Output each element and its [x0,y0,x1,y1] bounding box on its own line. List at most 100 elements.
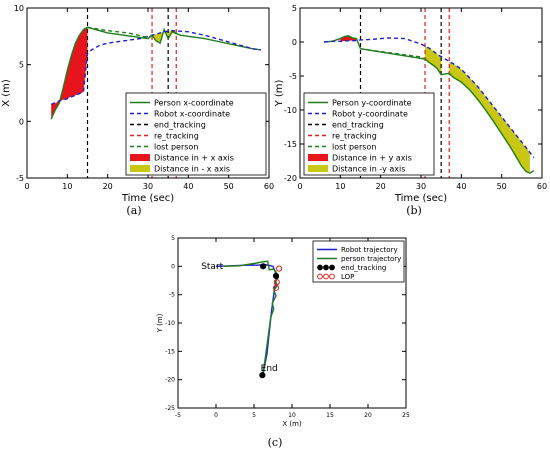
panel-caption: (b) [406,204,422,217]
legend-label: Robot y-coordinate [332,110,408,119]
x-axis-label: Time (sec) [394,193,447,204]
chart-panel-2: 0 10 20 30 40 50 60 -20 -15 -10 -5 0 5 Time (sec) Y (m… [274,4,547,217]
x-tick-label: 10 [62,182,72,191]
x-axis-label: Time (sec) [121,193,174,204]
legend-swatch-fill [130,165,150,172]
y-tick-label: -5 [289,72,297,81]
x-tick-label: 50 [497,182,507,191]
series-lost-person [87,26,153,39]
legend: Person x-coordinate Robot x-coordinate end… [125,92,267,176]
marker-lop [273,279,280,286]
legend-label: LOP [341,273,354,281]
y-tick-label: -15 [165,348,175,355]
y-tick-label: -20 [284,174,297,183]
legend-label: Distance in -y axis [332,165,405,174]
legend-label: re_tracking [332,132,377,141]
y-tick-label: 10 [14,4,24,13]
y-tick-label: -10 [165,320,175,327]
y-tick-label: 0 [19,117,24,126]
y-axis-label: Y (m) [156,313,164,333]
series-person-y-coordinate [324,35,535,175]
legend-swatch-fill [130,154,150,161]
legend-label: lost person [154,143,198,152]
x-tick-label: 40 [456,182,466,191]
marker-end-tracking [260,263,267,270]
y-tick-label: 0 [292,38,297,47]
x-tick-label: 0 [24,182,29,191]
legend-label: end_tracking [154,121,206,130]
chart-panel-3: Start End -5 0 5 10 15 20 25 -25 -20 -15 -10 -5 0 5 X (m… [156,235,410,449]
fill-distance-in-x-axis [51,27,88,120]
fill-distance-in-x-axis [152,29,177,44]
legend-swatch-marker [329,264,335,271]
y-axis-label: X (m) [1,79,12,107]
legend-label: Person x-coordinate [154,99,234,108]
marker-end-tracking [259,372,266,379]
x-tick-label: 30 [416,182,426,191]
x-tick-label: 10 [335,182,345,191]
legend: Person y-coordinate Robot y-coordinate end… [303,92,435,176]
series-person-trajectory [223,260,280,376]
legend-label: re_tracking [154,132,199,141]
y-tick-label: -15 [284,140,297,149]
annotation-end: End [261,364,278,374]
y-tick-label: 0 [171,263,175,270]
panel-caption: (a) [126,204,141,217]
x-tick-label: 20 [103,182,113,191]
legend-swatch-fill [308,165,328,172]
legend-label: Person y-coordinate [332,99,412,108]
legend-label: Robot x-coordinate [154,110,230,119]
x-axis-label: X (m) [282,420,302,428]
marker-lop [272,284,280,291]
x-tick-label: 25 [402,412,410,419]
legend-box [303,92,435,176]
legend-box [125,92,267,176]
series-robot-y-coordinate [324,37,535,159]
legend-swatch-marker [329,273,335,280]
x-tick-label: 15 [326,412,334,419]
y-tick-label: 5 [19,61,24,70]
x-tick-label: 0 [297,182,302,191]
plot-area [215,260,283,379]
legend-label: Robot trajectory [341,246,398,254]
y-tick-label: -20 [165,377,175,384]
x-tick-label: 60 [537,182,547,191]
x-tick-label: 50 [224,182,234,191]
y-tick-label: -5 [169,292,175,299]
x-tick-label: 0 [214,412,218,419]
y-tick-label: 5 [292,4,297,13]
y-tick-label: -5 [16,174,24,183]
x-tick-label: 20 [364,412,372,419]
legend-label: lost person [332,143,376,152]
fill-distance-in-y-axis [449,61,530,174]
y-axis-label: Y (m) [274,79,285,107]
series-person-x-coordinate [50,26,262,120]
legend-label: Distance in + y axis [332,154,412,163]
y-tick-label: 5 [171,235,175,242]
legend-label: Distance in - x axis [154,165,230,174]
legend-label: end_tracking [332,121,384,130]
legend-box [312,240,405,283]
y-tick-label: -25 [165,405,175,412]
series-robot-trajectory [215,263,277,375]
series-robot-x-coordinate [50,29,262,105]
legend-swatch-marker [317,273,323,280]
y-tick-label: -10 [284,106,297,115]
legend-swatch-marker [317,264,323,271]
x-tick-label: -5 [175,412,181,419]
x-tick-label: 30 [143,182,153,191]
annotation-start: Start [201,262,223,272]
marker-lop [275,265,283,272]
panel-caption: (c) [268,436,283,449]
legend-label: Distance in + x axis [154,154,234,163]
x-tick-label: 5 [252,412,256,419]
x-tick-label: 60 [264,182,274,191]
fill-distance-in-y-axis [425,46,442,75]
legend-label: person trajectory [341,255,401,263]
legend-swatch-fill [308,154,328,161]
legend-label: end_tracking [341,264,386,272]
x-tick-label: 20 [376,182,386,191]
